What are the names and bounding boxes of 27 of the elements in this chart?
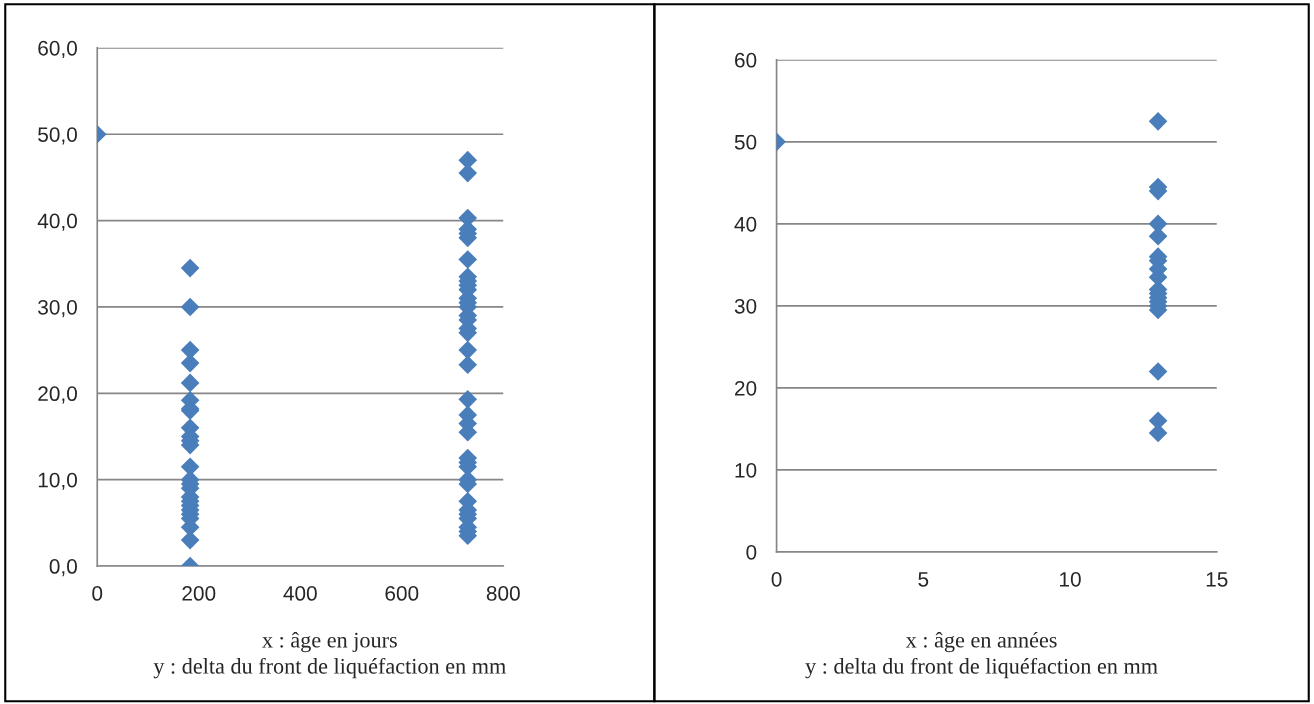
x-tick-label: 5 (918, 572, 929, 587)
x-tick-label: 15 (1206, 572, 1228, 587)
text: x : âge en années (905, 631, 1057, 653)
text: y : delta du front de liquéfaction en mm (153, 657, 506, 679)
x-tick-label: 800 (486, 586, 520, 601)
y-tick-label: 20 (735, 380, 757, 396)
text: x : âge en jours (262, 631, 397, 653)
x-tick-label: 0 (92, 586, 103, 601)
y-tick-label: 50,0 (38, 127, 77, 145)
x-tick-label: 200 (182, 586, 216, 601)
y-tick-label: 30,0 (38, 299, 77, 318)
x-tick-label: 600 (385, 586, 419, 601)
y-tick-label: 40,0 (37, 213, 77, 231)
y-tick-label: 20,0 (38, 386, 77, 404)
text: y : delta du front de liquéfaction en mm (805, 657, 1158, 679)
y-tick-label: 60,0 (38, 40, 77, 59)
y-tick-label: 10 (735, 462, 757, 478)
y-tick-label: 60 (735, 52, 757, 68)
y-tick-label: 0 (746, 544, 757, 560)
y-tick-label: 0,0 (49, 559, 77, 577)
x-tick-label: 400 (283, 586, 317, 601)
y-tick-label: 30 (734, 298, 757, 314)
x-tick-label: 10 (1060, 571, 1081, 587)
y-tick-label: 50 (734, 134, 757, 150)
x-tick-label: 0 (771, 571, 782, 587)
y-tick-label: 40 (734, 216, 757, 232)
y-tick-label: 10,0 (38, 472, 77, 490)
